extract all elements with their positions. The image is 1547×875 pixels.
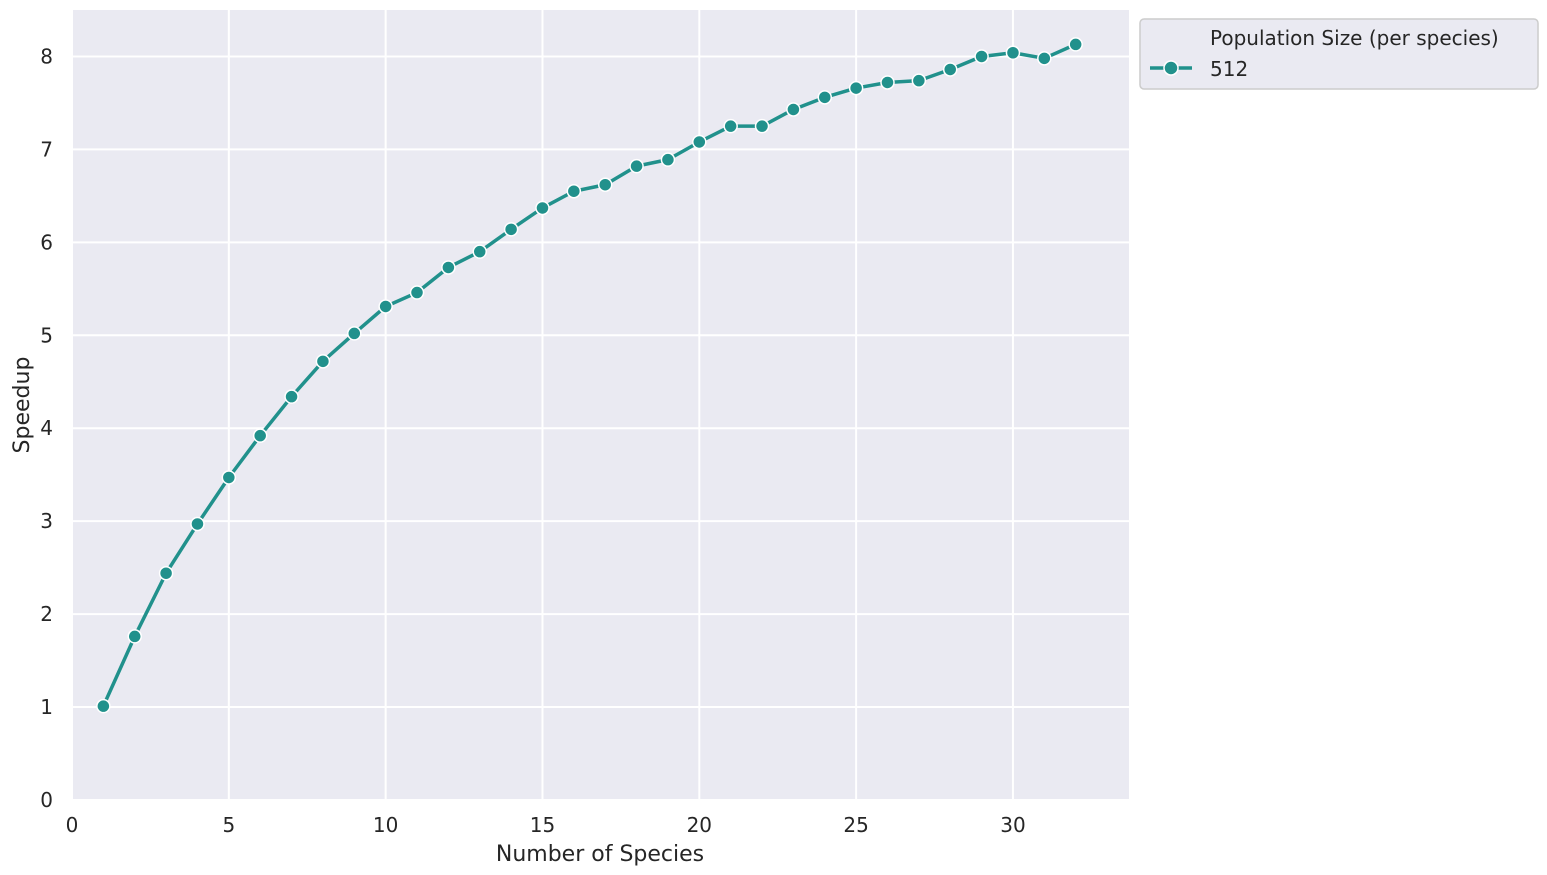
x-axis-label: Number of Species bbox=[496, 842, 704, 867]
data-point bbox=[1037, 51, 1052, 66]
y-tick-labels: 0 1 2 3 4 5 6 7 8 bbox=[40, 44, 53, 812]
data-point bbox=[597, 177, 613, 192]
data-point bbox=[629, 158, 644, 174]
x-tick-label: 15 bbox=[530, 813, 555, 837]
legend: Population Size (per species) 512 bbox=[1139, 18, 1539, 90]
x-tick-label: 20 bbox=[687, 813, 712, 837]
data-point bbox=[692, 134, 707, 150]
data-point bbox=[1068, 37, 1083, 52]
data-point bbox=[942, 62, 958, 77]
x-tick-label: 0 bbox=[66, 813, 79, 837]
series-layer bbox=[96, 37, 1083, 714]
data-point bbox=[472, 244, 487, 259]
data-point bbox=[158, 565, 174, 581]
data-point bbox=[378, 299, 393, 314]
x-tick-labels: 0 5 10 15 20 25 30 bbox=[66, 813, 1026, 837]
y-tick-label: 3 bbox=[40, 509, 53, 533]
data-point bbox=[409, 285, 425, 300]
plot-background bbox=[72, 10, 1129, 800]
data-point bbox=[754, 118, 770, 134]
y-tick-label: 8 bbox=[40, 44, 53, 68]
data-point bbox=[723, 118, 738, 134]
legend-title: Population Size (per species) bbox=[1210, 26, 1499, 50]
y-axis-label: Speedup bbox=[10, 357, 35, 454]
data-point bbox=[284, 389, 299, 404]
y-tick-label: 0 bbox=[40, 788, 53, 812]
data-point bbox=[347, 326, 362, 341]
data-point bbox=[911, 73, 927, 88]
y-tick-label: 4 bbox=[40, 416, 53, 440]
x-tick-label: 10 bbox=[373, 813, 398, 837]
data-point bbox=[503, 222, 519, 237]
data-point bbox=[848, 80, 864, 96]
data-point bbox=[190, 516, 205, 532]
data-point bbox=[974, 49, 989, 64]
data-point bbox=[1005, 45, 1021, 61]
data-point bbox=[786, 102, 801, 117]
data-point bbox=[817, 90, 833, 105]
data-point bbox=[441, 260, 456, 275]
data-point bbox=[880, 75, 895, 90]
y-tick-label: 6 bbox=[40, 230, 53, 254]
legend-label-512: 512 bbox=[1210, 57, 1248, 81]
data-point bbox=[535, 200, 550, 216]
data-point bbox=[252, 428, 268, 443]
y-tick-label: 2 bbox=[40, 602, 53, 626]
legend-box bbox=[1139, 18, 1539, 90]
data-point bbox=[96, 698, 111, 714]
data-point bbox=[660, 152, 676, 167]
y-tick-label: 1 bbox=[40, 695, 53, 719]
x-tick-label: 30 bbox=[1000, 813, 1025, 837]
data-point bbox=[566, 183, 582, 199]
data-point bbox=[127, 629, 142, 644]
data-point bbox=[315, 354, 331, 369]
x-tick-label: 5 bbox=[222, 813, 235, 837]
data-point bbox=[221, 470, 237, 485]
legend-swatch-marker bbox=[1163, 60, 1179, 76]
x-tick-label: 25 bbox=[843, 813, 868, 837]
y-tick-label: 7 bbox=[40, 137, 53, 161]
y-tick-label: 5 bbox=[40, 323, 53, 347]
grid bbox=[71, 10, 1129, 801]
